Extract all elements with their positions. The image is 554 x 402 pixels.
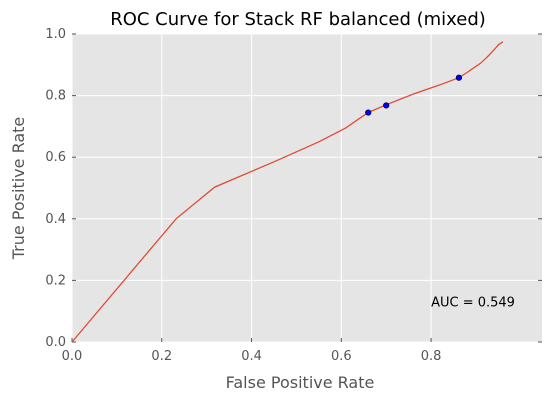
plot-area	[72, 34, 542, 342]
x-tick-label: 0.8	[421, 349, 442, 364]
roc-curve-line	[71, 41, 504, 343]
grid-lines	[71, 33, 542, 343]
y-tick-label: 0.4	[45, 212, 66, 227]
y-tick-label: 0.2	[45, 273, 66, 288]
y-tick-label: 1.0	[45, 27, 66, 42]
chart-title: ROC Curve for Stack RF balanced (mixed)	[110, 9, 486, 30]
y-tick-label: 0.0	[45, 335, 66, 350]
auc-annotation: AUC = 0.549	[431, 296, 515, 311]
y-axis-label: True Positive Rate	[9, 117, 28, 261]
x-tick-label: 0.6	[331, 349, 352, 364]
x-axis-label: False Positive Rate	[226, 373, 375, 392]
x-tick-label: 0.4	[241, 349, 262, 364]
threshold-marker	[383, 102, 390, 109]
x-tick-label: 0.0	[62, 349, 83, 364]
threshold-marker	[365, 109, 372, 116]
x-tick-label: 0.2	[151, 349, 172, 364]
y-tick-label: 0.6	[45, 150, 66, 165]
y-tick-label: 0.8	[45, 89, 66, 104]
threshold-marker	[455, 74, 463, 81]
series-layer	[71, 41, 504, 343]
axis-ticks: 0.0 0.2 0.4 0.6 0.8 0.0 0.2 0.4 0.6 0.8 1.0	[45, 27, 542, 364]
marker-layer	[365, 74, 463, 116]
